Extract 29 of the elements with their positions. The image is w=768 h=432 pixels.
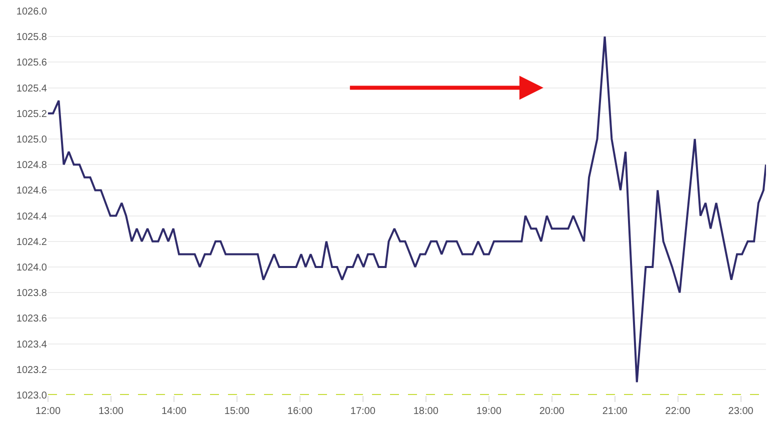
x-tick-label: 13:00 <box>98 406 124 417</box>
x-tick-label: 18:00 <box>413 406 439 417</box>
x-tick-label: 15:00 <box>224 406 250 417</box>
y-tick-label: 1023.2 <box>16 364 48 376</box>
x-tick-label: 16:00 <box>287 406 313 417</box>
y-tick-label: 1023.8 <box>16 288 48 300</box>
y-tick-label: 1025.8 <box>16 32 48 44</box>
y-tick-label: 1025.2 <box>16 108 48 120</box>
y-tick-label: 1025.0 <box>16 134 48 146</box>
x-tick-label: 21:00 <box>602 406 628 417</box>
y-tick-label: 1023.4 <box>16 339 48 350</box>
x-tick-label: 14:00 <box>161 406 187 417</box>
y-tick-label: 1024.8 <box>16 160 48 172</box>
y-tick-label: 1024.4 <box>16 211 48 222</box>
y-tick-label: 1023.6 <box>16 314 48 325</box>
line-series <box>48 36 766 384</box>
y-tick-label: 1025.6 <box>16 58 48 69</box>
x-tick-label: 20:00 <box>539 406 565 417</box>
y-tick-label: 1024.2 <box>16 236 48 248</box>
y-tick-label: 1023.0 <box>16 390 48 402</box>
y-tick-label: 1024.6 <box>16 186 48 197</box>
x-tick-label: 12:00 <box>35 406 61 417</box>
y-tick-label: 1026.0 <box>16 6 48 18</box>
x-tick-label: 23:00 <box>728 406 754 417</box>
x-tick-label: 19:00 <box>476 406 502 417</box>
y-tick-label: 1024.0 <box>16 262 48 274</box>
x-tick-label: 22:00 <box>665 406 691 417</box>
x-tick-label: 17:00 <box>350 406 376 417</box>
y-tick-label: 1025.4 <box>16 83 48 94</box>
